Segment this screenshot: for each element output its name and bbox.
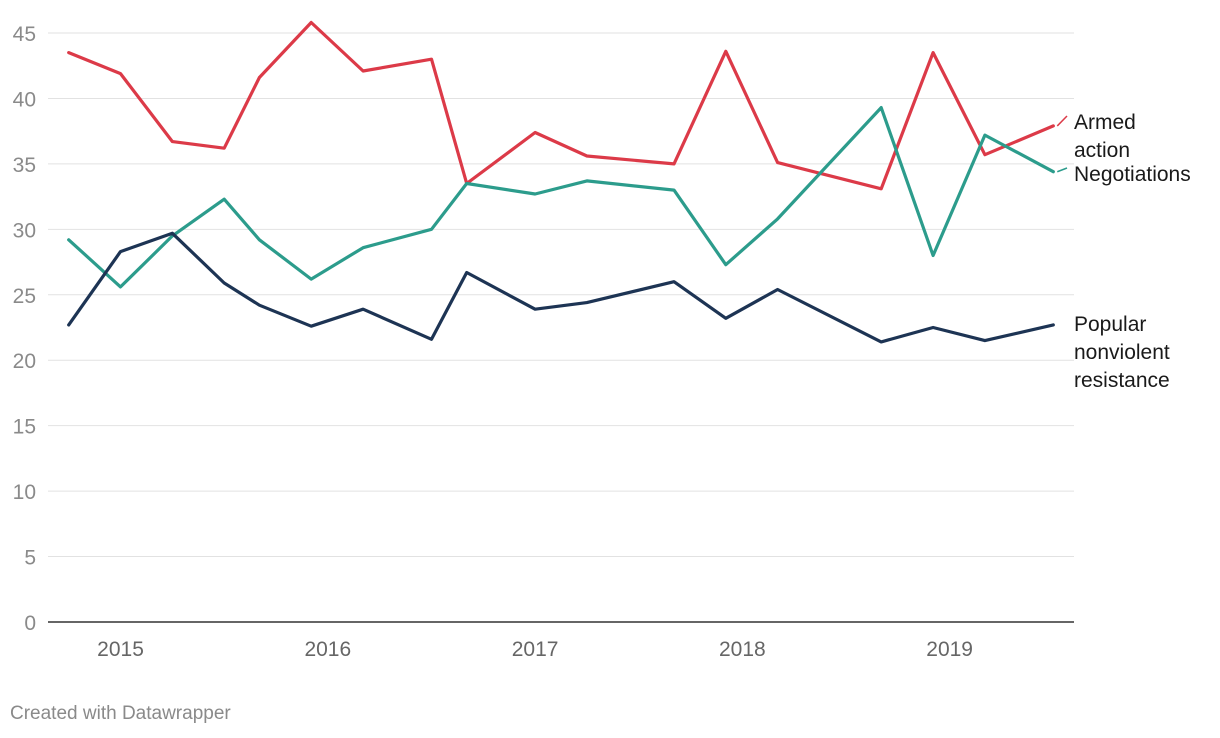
- y-tick-label: 30: [13, 219, 36, 242]
- y-tick-label: 0: [24, 612, 36, 635]
- series-line-negotiations: [67, 105, 1055, 289]
- y-tick-label: 40: [13, 88, 36, 111]
- series-label-popular-nonviolent-resistance: resistance: [1074, 369, 1170, 392]
- y-tick-label: 45: [13, 23, 36, 46]
- series-label-armed-action: Armed: [1074, 111, 1136, 134]
- x-tick-label: 2018: [719, 638, 766, 661]
- series-label-popular-nonviolent-resistance: Popular: [1074, 313, 1146, 336]
- y-tick-label: 10: [13, 481, 36, 504]
- series-line-popular-nonviolent-resistance: [67, 231, 1055, 344]
- x-tick-label: 2017: [512, 638, 559, 661]
- x-axis-ticks: 2015 2016 2017 2018 2019: [97, 638, 973, 661]
- y-tick-label: 15: [13, 416, 36, 439]
- series-label-negotiations: Negotiations: [1074, 163, 1191, 186]
- label-connector: [1056, 115, 1068, 127]
- datawrapper-credit: Created with Datawrapper: [10, 703, 231, 724]
- series-lines: [67, 20, 1055, 344]
- series-label-popular-nonviolent-resistance: nonviolent: [1074, 341, 1170, 364]
- label-connector: [1057, 167, 1068, 173]
- x-tick-label: 2019: [926, 638, 973, 661]
- y-tick-label: 20: [13, 350, 36, 373]
- y-tick-label: 5: [24, 547, 36, 570]
- series-line-armed-action: [67, 20, 1055, 191]
- y-tick-label: 35: [13, 154, 36, 177]
- y-axis-ticks: 0 5 10 15 20 25 30 35 40 45: [13, 23, 36, 635]
- series-label-armed-action: action: [1074, 139, 1130, 162]
- x-tick-label: 2015: [97, 638, 144, 661]
- y-tick-label: 25: [13, 285, 36, 308]
- grid-lines: [48, 32, 1074, 623]
- x-tick-label: 2016: [304, 638, 351, 661]
